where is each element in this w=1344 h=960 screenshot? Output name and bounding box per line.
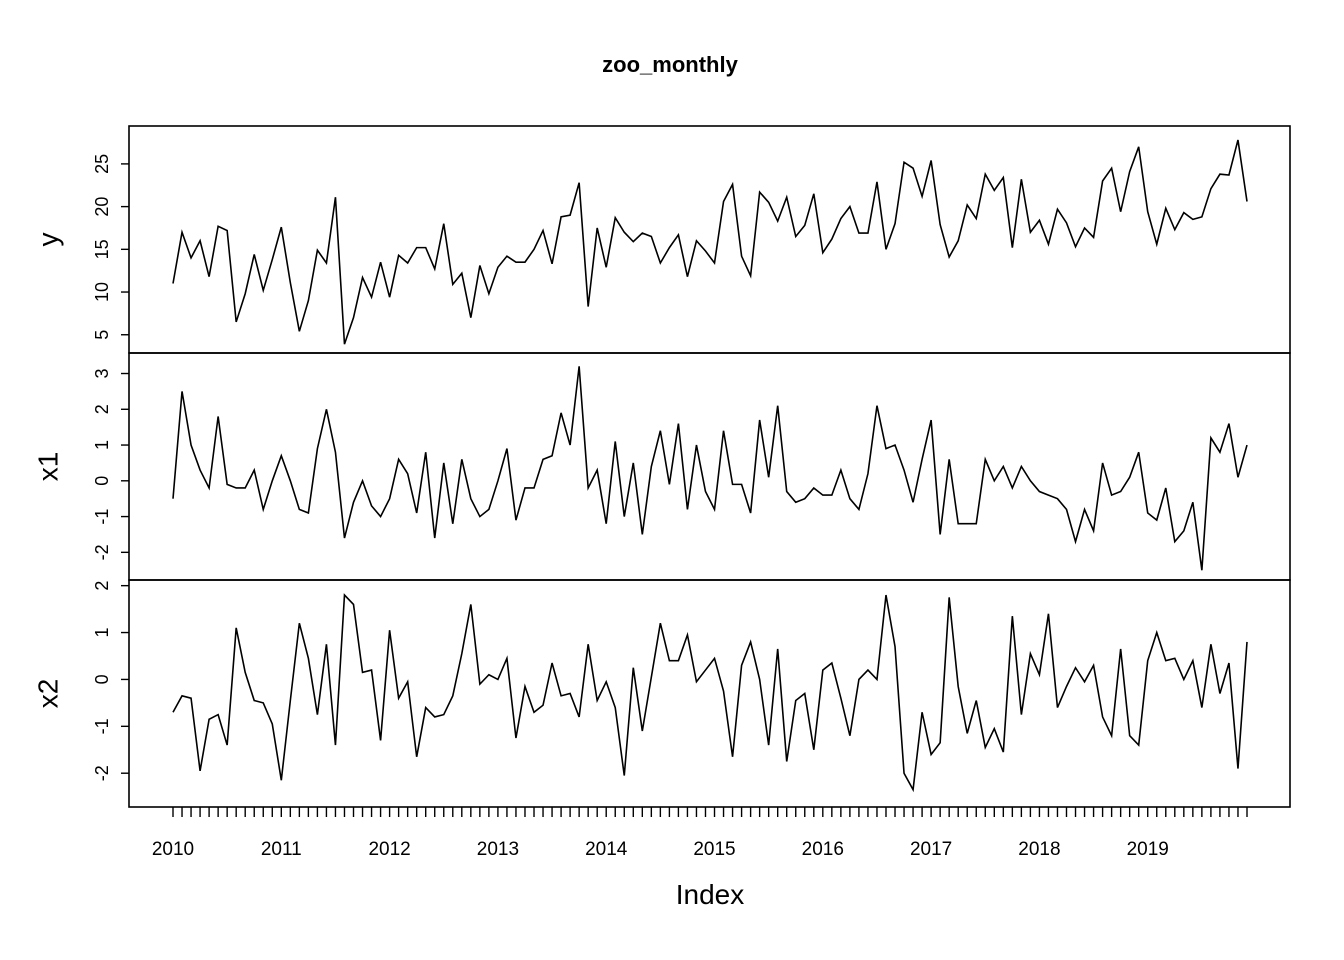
y-tick-label-y: 15 [92, 239, 112, 259]
series-line-x2 [172, 593, 1248, 793]
series-line-x1 [172, 366, 1248, 571]
x-tick-label: 2015 [693, 839, 735, 860]
x-tick-label: 2016 [802, 839, 844, 860]
y-tick-label-x2: 1 [92, 628, 112, 638]
panel-label-x1: x1 [32, 452, 63, 482]
y-tick-label-y: 10 [92, 282, 112, 302]
y-tick-label-x1: -1 [92, 509, 112, 525]
y-tick-label-x1: 2 [92, 404, 112, 414]
y-tick-label-x2: 0 [92, 674, 112, 684]
y-tick-label-x2: -1 [92, 718, 112, 734]
panel-frame-x2 [128, 579, 1291, 808]
y-tick-label-x1: -2 [92, 544, 112, 560]
x-axis-label: Index [676, 879, 745, 910]
x-tick-label: 2011 [261, 839, 302, 860]
x-tick-label: 2013 [477, 839, 519, 860]
chart-panels: 5 10 15 20 25 y -2 -1 0 1 2 3 x1 -2 -1 0 1 2 x2 [32, 125, 1291, 808]
panel-label-y: y [32, 233, 63, 247]
panel-x1: -2 -1 0 1 2 3 x1 [32, 352, 1291, 581]
y-tick-label-x1: 3 [92, 369, 112, 379]
chart-title: zoo_monthly [602, 52, 738, 77]
y-tick-label-x1: 1 [92, 440, 112, 450]
x-tick-label: 2017 [910, 839, 952, 860]
panel-label-x2: x2 [32, 679, 63, 709]
y-tick-label-y: 20 [92, 197, 112, 217]
x-axis: 2010 2011 2012 2013 2014 2015 2016 2017 2018 2019 [152, 807, 1248, 860]
panel-y: 5 10 15 20 25 y [32, 125, 1291, 354]
y-tick-label-x2: 2 [92, 581, 112, 591]
y-tick-label-x2: -2 [92, 765, 112, 781]
x-tick-label: 2019 [1127, 839, 1169, 860]
x-tick-label: 2018 [1018, 839, 1060, 860]
x-tick-label: 2012 [368, 839, 410, 860]
y-tick-label-x1: 0 [92, 476, 112, 486]
y-tick-label-y: 5 [92, 330, 112, 340]
y-tick-label-y: 25 [92, 154, 112, 174]
series-line-y [172, 139, 1248, 345]
panel-frame-x1 [128, 352, 1291, 581]
x-tick-label: 2014 [585, 839, 628, 860]
x-tick-label: 2010 [152, 839, 194, 860]
panel-x2: -2 -1 0 1 2 x2 [32, 579, 1291, 808]
